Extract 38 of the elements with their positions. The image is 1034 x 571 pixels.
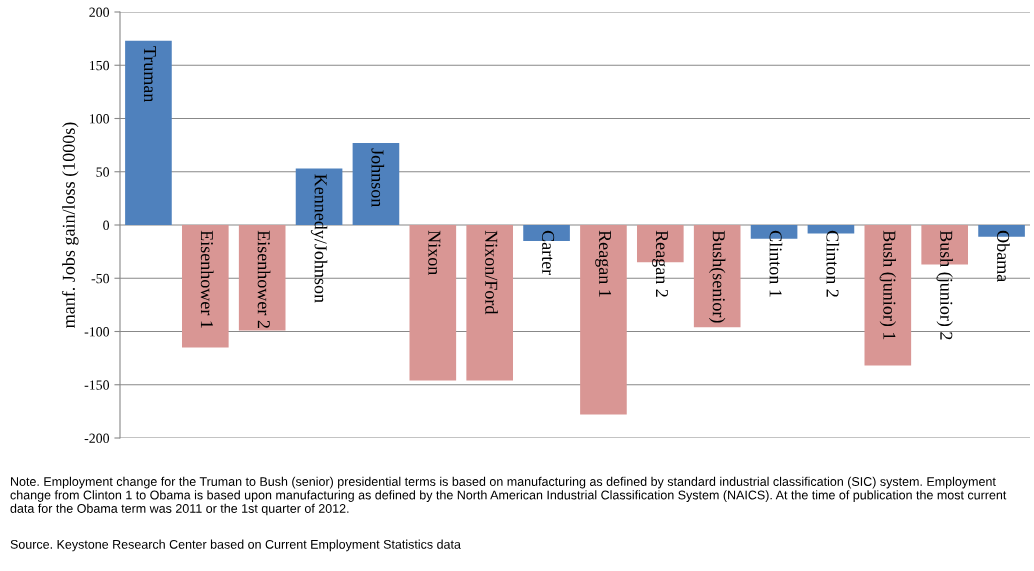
bar	[352, 143, 400, 225]
x-tick-label: Nixon/Ford	[485, 230, 498, 315]
x-tick-label: Eisenhower 2	[257, 230, 271, 328]
x-tick-label: Bush(senior)	[709, 230, 726, 323]
y-tick-label: -100	[84, 327, 110, 337]
x-tick-label: Reagan 2	[652, 230, 668, 297]
x-tick-label: Carter	[542, 230, 555, 276]
x-tick-label: Johnson	[371, 148, 385, 208]
x-tick-label: Eisenhower 1	[200, 230, 214, 328]
source-note: Source. Keystone Research Center based on Current Employment Statistics data	[10, 539, 461, 552]
x-tick-label: Clinton 1	[769, 230, 783, 297]
x-tick-label: Reagan 1	[595, 230, 612, 297]
bar	[864, 225, 912, 366]
bar	[409, 225, 457, 381]
y-tick-label: 0	[103, 220, 110, 230]
y-tick-label: -150	[84, 380, 110, 390]
y-tick-label: 100	[89, 114, 110, 124]
bar	[466, 225, 514, 381]
x-tick-label: Obama	[997, 230, 1010, 282]
bar	[921, 225, 969, 265]
x-tick-label: Nixon	[428, 230, 441, 275]
y-tick-label: 50	[96, 167, 110, 177]
y-tick-label: -200	[84, 433, 110, 443]
text: Note. Employment change for the Truman to Bush (senior) presidential terms is based on manufacturing as defined by standard industrial classification (SIC) system. Employment change from Clinton 1 to Obama is based upon manufacturing as defined by the North American Industrial Classification System (NAICS). At the time of publication the most current data for the Obama term was 2011 or the 1st quarter of 2012.	[10, 476, 1007, 516]
x-tick-label: Clinton 2	[826, 230, 840, 297]
x-tick-label: Bush (junior) 2	[936, 230, 953, 340]
bar	[693, 225, 741, 328]
x-tick-label: Bush (junior) 1	[879, 230, 896, 340]
y-axis-title: manf. Jobs gain/loss (1000s)	[61, 122, 79, 328]
y-tick-label: 200	[89, 7, 110, 17]
x-tick-label: Kennedy/Johnson	[310, 174, 328, 303]
bar	[238, 225, 286, 331]
bar	[181, 225, 229, 348]
x-tick-label: Truman	[143, 46, 156, 103]
bar	[580, 225, 627, 415]
bar	[125, 40, 172, 225]
y-tick-label: -50	[91, 273, 110, 284]
y-tick-label: 150	[89, 60, 110, 71]
